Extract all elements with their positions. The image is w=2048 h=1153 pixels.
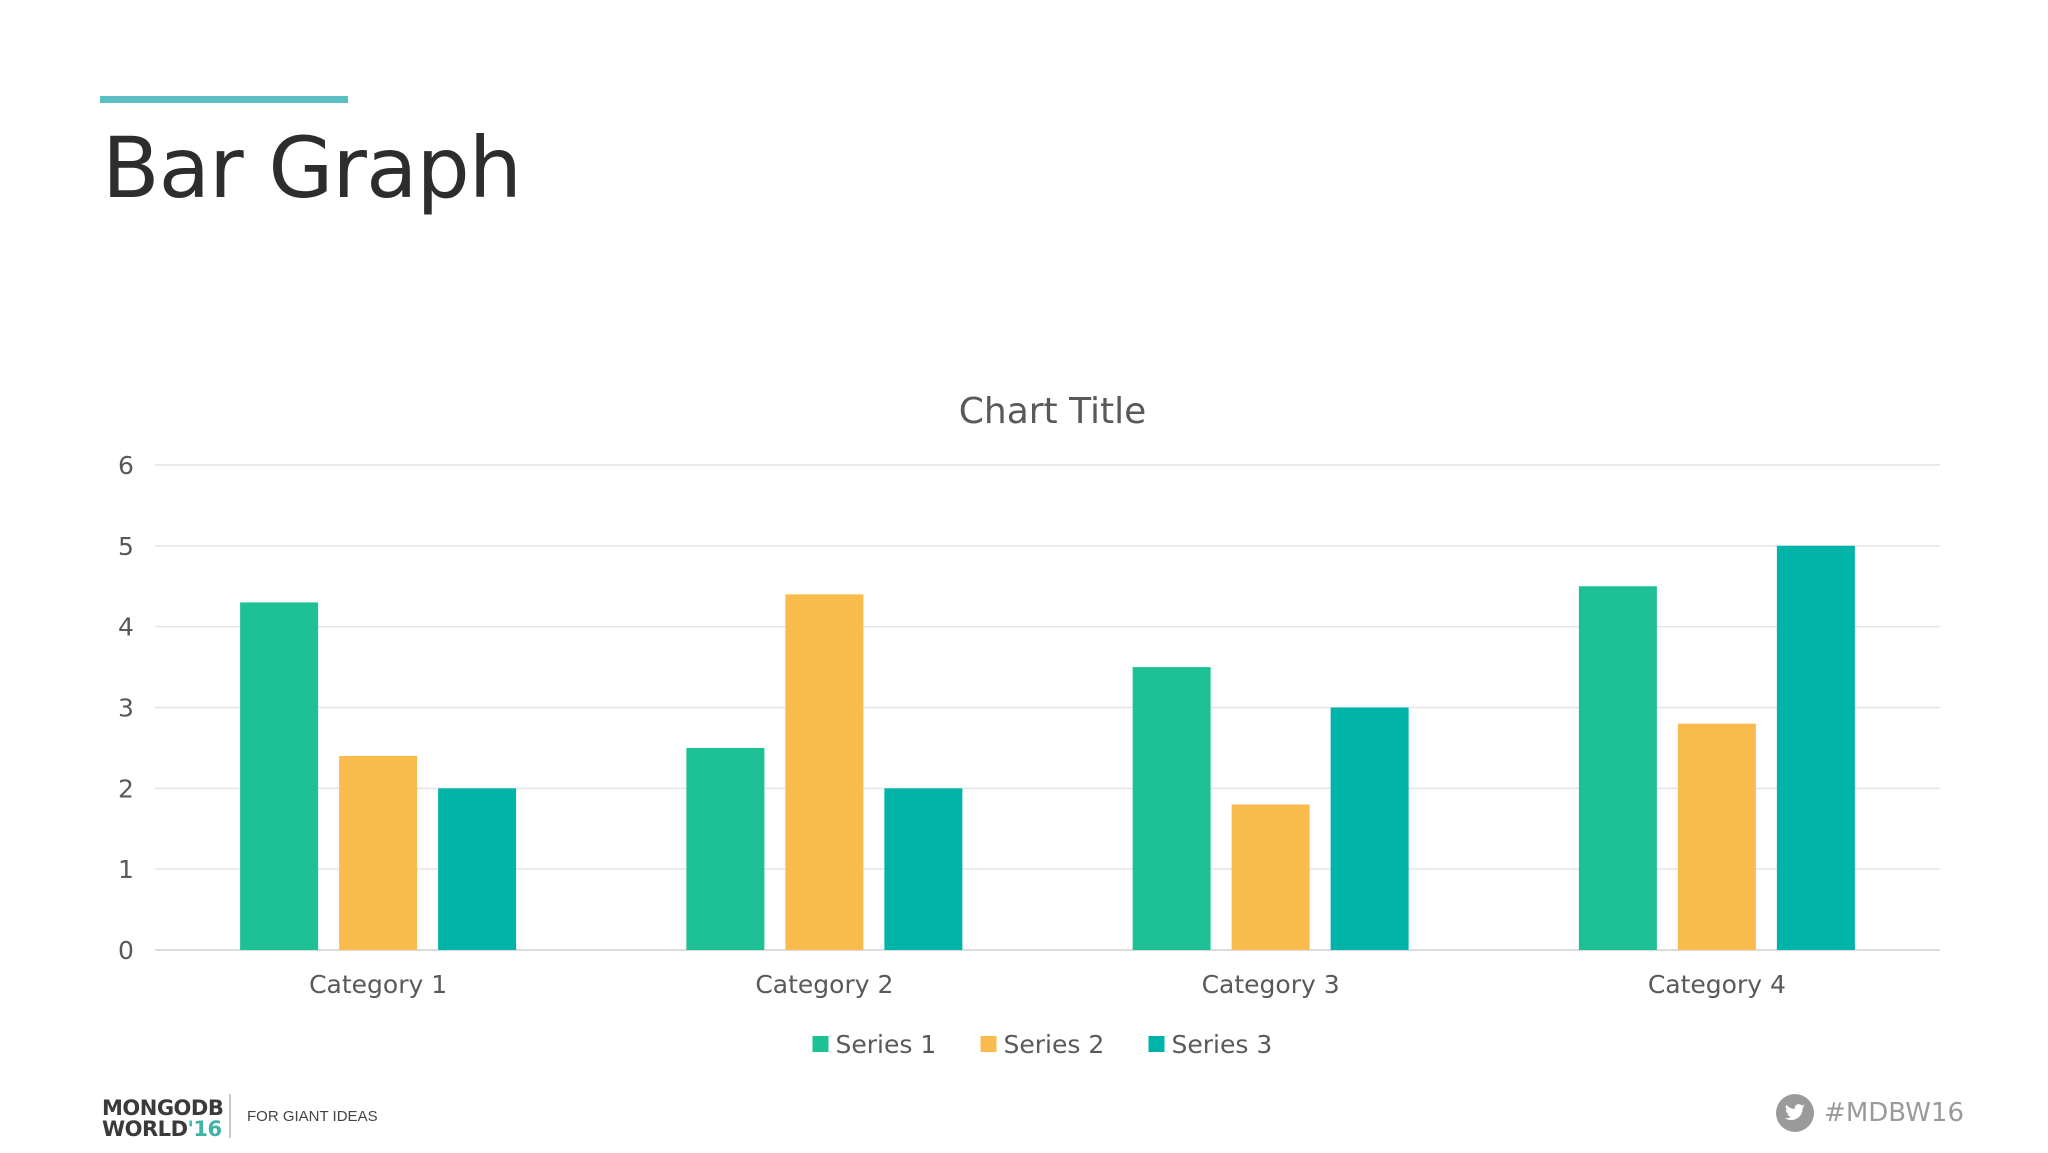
bar [240,602,319,950]
legend-label: Series 3 [1172,1030,1273,1059]
x-tick-label: Category 1 [309,970,447,999]
bar [1677,723,1756,950]
legend-swatch [812,1036,829,1052]
bar [686,747,765,950]
title-accent-bar [100,96,348,103]
legend-swatch [980,1036,997,1052]
footer-tagline: FOR GIANT IDEAS [247,1108,378,1125]
bar [1776,545,1855,950]
bar [1578,586,1657,950]
legend-label: Series 2 [1004,1030,1105,1059]
bar [1330,707,1409,950]
y-tick-label: 0 [118,936,134,965]
y-tick-label: 5 [118,532,134,561]
logo-line2: WORLD'16 [102,1119,223,1140]
x-tick-label: Category 4 [1648,970,1786,999]
slide-title: Bar Graph [102,119,522,217]
twitter-icon[interactable] [1776,1094,1815,1132]
mongodb-world-logo: MONGODB WORLD'16 [102,1096,224,1140]
hashtag: #MDBW16 [1824,1098,1964,1128]
y-tick-label: 3 [118,694,134,723]
chart-title: Chart Title [959,391,1147,432]
bar [1132,667,1211,950]
bar [339,756,418,950]
logo-year: '16 [187,1117,223,1141]
x-tick-label: Category 2 [755,970,893,999]
bar [1231,804,1310,950]
footer-divider [229,1094,231,1138]
x-tick-label: Category 3 [1202,970,1340,999]
logo-world: WORLD [102,1117,188,1141]
footer-social: #MDBW16 [1776,1094,1964,1132]
legend-label: Series 1 [836,1030,937,1059]
bar [884,788,963,950]
y-tick-label: 4 [118,613,134,642]
bar [785,594,864,950]
y-tick-label: 6 [118,451,134,480]
logo-line1: MONGODB [102,1096,224,1120]
y-tick-label: 2 [118,774,134,803]
y-tick-label: 1 [118,855,134,884]
bar [438,788,517,950]
legend-swatch [1148,1036,1165,1052]
